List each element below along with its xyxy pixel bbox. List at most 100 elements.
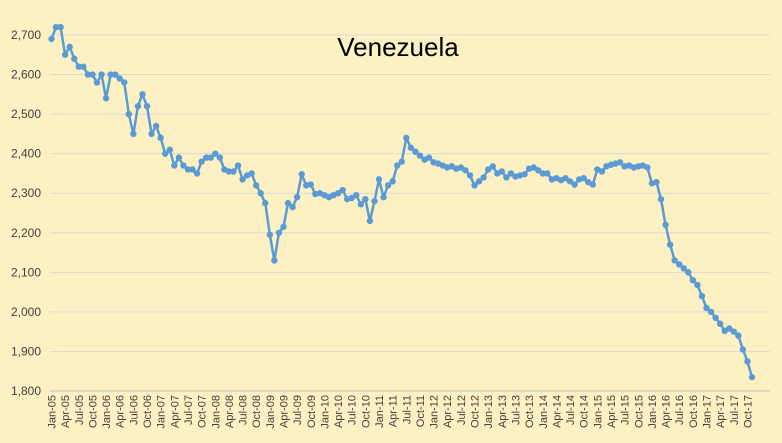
data-point bbox=[707, 308, 715, 316]
data-point bbox=[535, 167, 542, 174]
x-tick-label: Oct-06 bbox=[142, 395, 154, 428]
data-point bbox=[657, 195, 665, 203]
data-point bbox=[580, 174, 587, 182]
x-tick-label: Jul-08 bbox=[238, 395, 250, 425]
data-point bbox=[521, 171, 528, 178]
x-tick-label: Oct-05 bbox=[87, 395, 99, 428]
x-tick-label: Jul-11 bbox=[401, 395, 413, 424]
data-point bbox=[48, 35, 55, 43]
data-point bbox=[216, 154, 224, 161]
data-point bbox=[748, 373, 756, 381]
data-point bbox=[680, 265, 687, 272]
data-point bbox=[716, 320, 724, 327]
x-tick-label: Apr-12 bbox=[442, 395, 454, 428]
data-point bbox=[143, 103, 151, 110]
x-tick-label: Jul-14 bbox=[565, 395, 577, 425]
x-tick-label: Jul-15 bbox=[620, 395, 632, 425]
x-tick-label: Oct-14 bbox=[579, 395, 591, 428]
data-point bbox=[266, 231, 274, 238]
x-tick-label: Apr-07 bbox=[169, 395, 181, 428]
y-tick-label: 2,700 bbox=[11, 28, 41, 42]
data-point bbox=[562, 174, 569, 182]
x-tick-label: Jan-05 bbox=[47, 395, 59, 429]
y-tick-label: 1,900 bbox=[11, 344, 41, 358]
data-point bbox=[257, 190, 264, 197]
data-point bbox=[653, 178, 660, 186]
x-tick-label: Jan-13 bbox=[483, 395, 495, 429]
data-point bbox=[139, 91, 146, 98]
data-point bbox=[416, 152, 424, 159]
data-point bbox=[284, 199, 292, 207]
data-point bbox=[598, 168, 606, 175]
y-tick-label: 2,000 bbox=[11, 305, 41, 319]
data-point bbox=[107, 71, 114, 78]
x-tick-label: Apr-06 bbox=[115, 395, 127, 428]
data-point bbox=[689, 277, 697, 284]
data-point bbox=[566, 178, 574, 185]
data-point bbox=[198, 158, 205, 165]
x-tick-label: Jan-14 bbox=[538, 395, 550, 429]
y-tick-label: 1,800 bbox=[11, 384, 41, 398]
x-tick-label: Jul-13 bbox=[510, 395, 522, 425]
x-tick-label: Apr-17 bbox=[715, 395, 727, 428]
data-point bbox=[662, 221, 669, 229]
data-point bbox=[134, 103, 142, 110]
data-point bbox=[207, 154, 214, 161]
x-tick-label: Apr-09 bbox=[278, 395, 290, 428]
series-group bbox=[48, 23, 756, 381]
x-tick-label: Oct-09 bbox=[306, 395, 318, 428]
data-point bbox=[71, 55, 78, 62]
data-point bbox=[334, 190, 342, 197]
data-point bbox=[362, 195, 369, 203]
data-point bbox=[212, 150, 219, 157]
x-tick-label: Jan-09 bbox=[265, 395, 277, 429]
data-point bbox=[189, 166, 196, 173]
y-tick-label: 2,400 bbox=[11, 147, 41, 161]
x-tick-label: Oct-15 bbox=[633, 395, 645, 428]
data-point bbox=[394, 162, 401, 169]
data-point bbox=[152, 122, 160, 130]
data-point bbox=[544, 170, 551, 177]
data-point bbox=[116, 75, 123, 82]
x-tick-label: Jan-07 bbox=[156, 395, 168, 429]
data-point bbox=[366, 217, 374, 225]
x-tick-label: Jul-07 bbox=[183, 395, 195, 425]
data-point bbox=[730, 328, 738, 335]
y-tick-label: 2,100 bbox=[11, 265, 41, 279]
data-point bbox=[671, 257, 678, 264]
x-tick-label: Jan-10 bbox=[319, 395, 331, 429]
x-tick-label: Jul-09 bbox=[292, 395, 304, 425]
data-point bbox=[157, 134, 164, 142]
data-point bbox=[703, 304, 710, 312]
data-point bbox=[357, 201, 365, 208]
data-point bbox=[384, 182, 392, 189]
data-point bbox=[571, 181, 578, 188]
data-point bbox=[130, 130, 137, 138]
data-point bbox=[52, 23, 60, 31]
data-point bbox=[471, 182, 478, 189]
y-tick-label: 2,200 bbox=[11, 226, 41, 240]
data-point bbox=[280, 223, 287, 231]
data-point bbox=[98, 71, 105, 78]
data-point bbox=[84, 71, 92, 78]
data-point bbox=[180, 162, 187, 169]
chart-title: Venezuela bbox=[337, 32, 459, 62]
data-point bbox=[298, 171, 305, 178]
data-point bbox=[171, 162, 178, 169]
data-point bbox=[271, 257, 278, 264]
data-point bbox=[262, 199, 269, 207]
data-point bbox=[57, 23, 64, 31]
data-point bbox=[407, 144, 415, 151]
x-tick-label: Apr-10 bbox=[333, 395, 345, 428]
data-point bbox=[102, 95, 110, 102]
data-point bbox=[412, 148, 419, 155]
y-tick-label: 2,600 bbox=[11, 68, 41, 82]
data-point bbox=[93, 79, 101, 86]
data-point bbox=[616, 159, 624, 166]
data-point bbox=[539, 170, 546, 177]
x-tick-label: Apr-15 bbox=[606, 395, 618, 428]
data-point bbox=[166, 146, 173, 153]
x-tick-label: Jan-15 bbox=[592, 395, 604, 429]
